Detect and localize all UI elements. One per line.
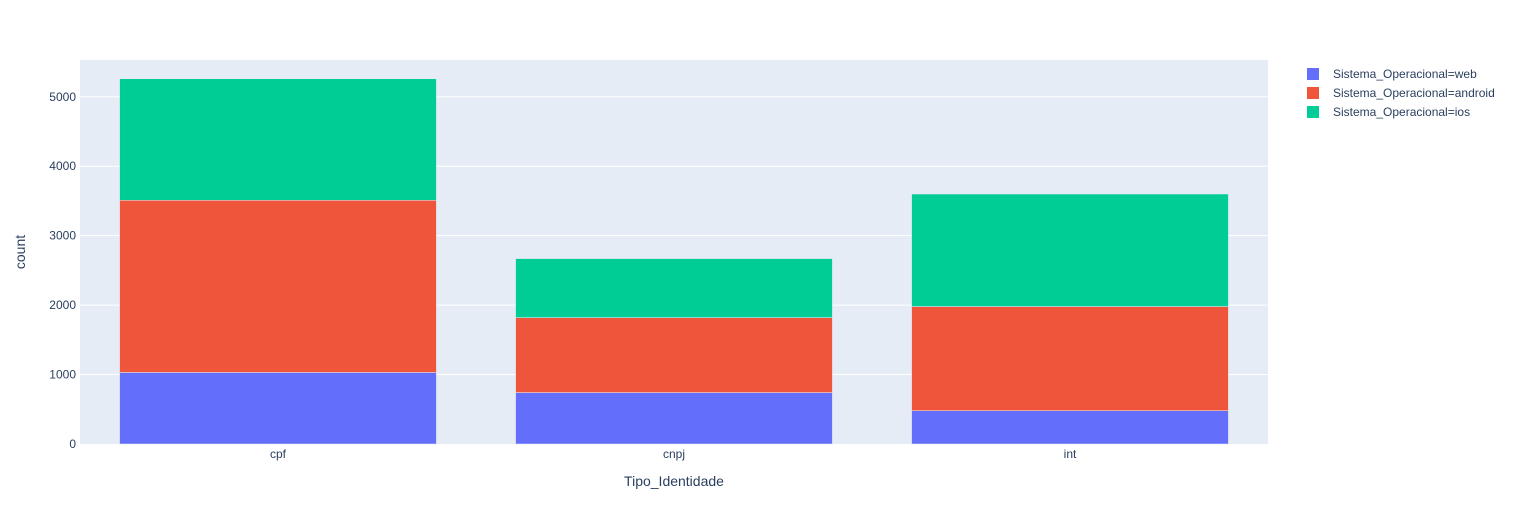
y-tick-label: 4000	[49, 159, 76, 173]
x-axis-title: Tipo_Identidade	[624, 473, 724, 489]
y-tick-label: 2000	[49, 298, 76, 312]
y-tick-label: 3000	[49, 229, 76, 243]
y-tick-label: 1000	[49, 368, 76, 382]
bars	[119, 78, 1229, 445]
bar-cpf-series-1[interactable]	[119, 200, 437, 373]
y-tick-label: 0	[69, 437, 76, 451]
legend: Sistema_Operacional=web Sistema_Operacion…	[1307, 67, 1495, 119]
x-tick-label: int	[1064, 447, 1077, 461]
legend-swatch[interactable]	[1307, 68, 1319, 80]
y-tick-labels: 0 1000 2000 3000 4000 5000	[49, 90, 76, 451]
legend-swatch[interactable]	[1307, 106, 1319, 118]
legend-swatch[interactable]	[1307, 87, 1319, 99]
bar-cnpj-series-0[interactable]	[515, 392, 833, 445]
x-tick-label: cnpj	[663, 447, 685, 461]
bar-int-series-1[interactable]	[911, 306, 1229, 411]
x-tick-labels: cpf cnpj int	[270, 447, 1077, 461]
bar-int-series-2[interactable]	[911, 193, 1229, 307]
bar-cnpj-series-2[interactable]	[515, 258, 833, 318]
legend-label[interactable]: Sistema_Operacional=ios	[1333, 105, 1470, 119]
y-axis-title: count	[12, 235, 28, 269]
bar-cpf-series-0[interactable]	[119, 372, 437, 445]
bar-cnpj-series-1[interactable]	[515, 317, 833, 393]
bar-int-series-0[interactable]	[911, 410, 1229, 445]
y-tick-label: 5000	[49, 90, 76, 104]
x-tick-label: cpf	[270, 447, 287, 461]
legend-label[interactable]: Sistema_Operacional=android	[1333, 86, 1495, 100]
bar-cpf-series-2[interactable]	[119, 78, 437, 201]
legend-label[interactable]: Sistema_Operacional=web	[1333, 67, 1477, 81]
